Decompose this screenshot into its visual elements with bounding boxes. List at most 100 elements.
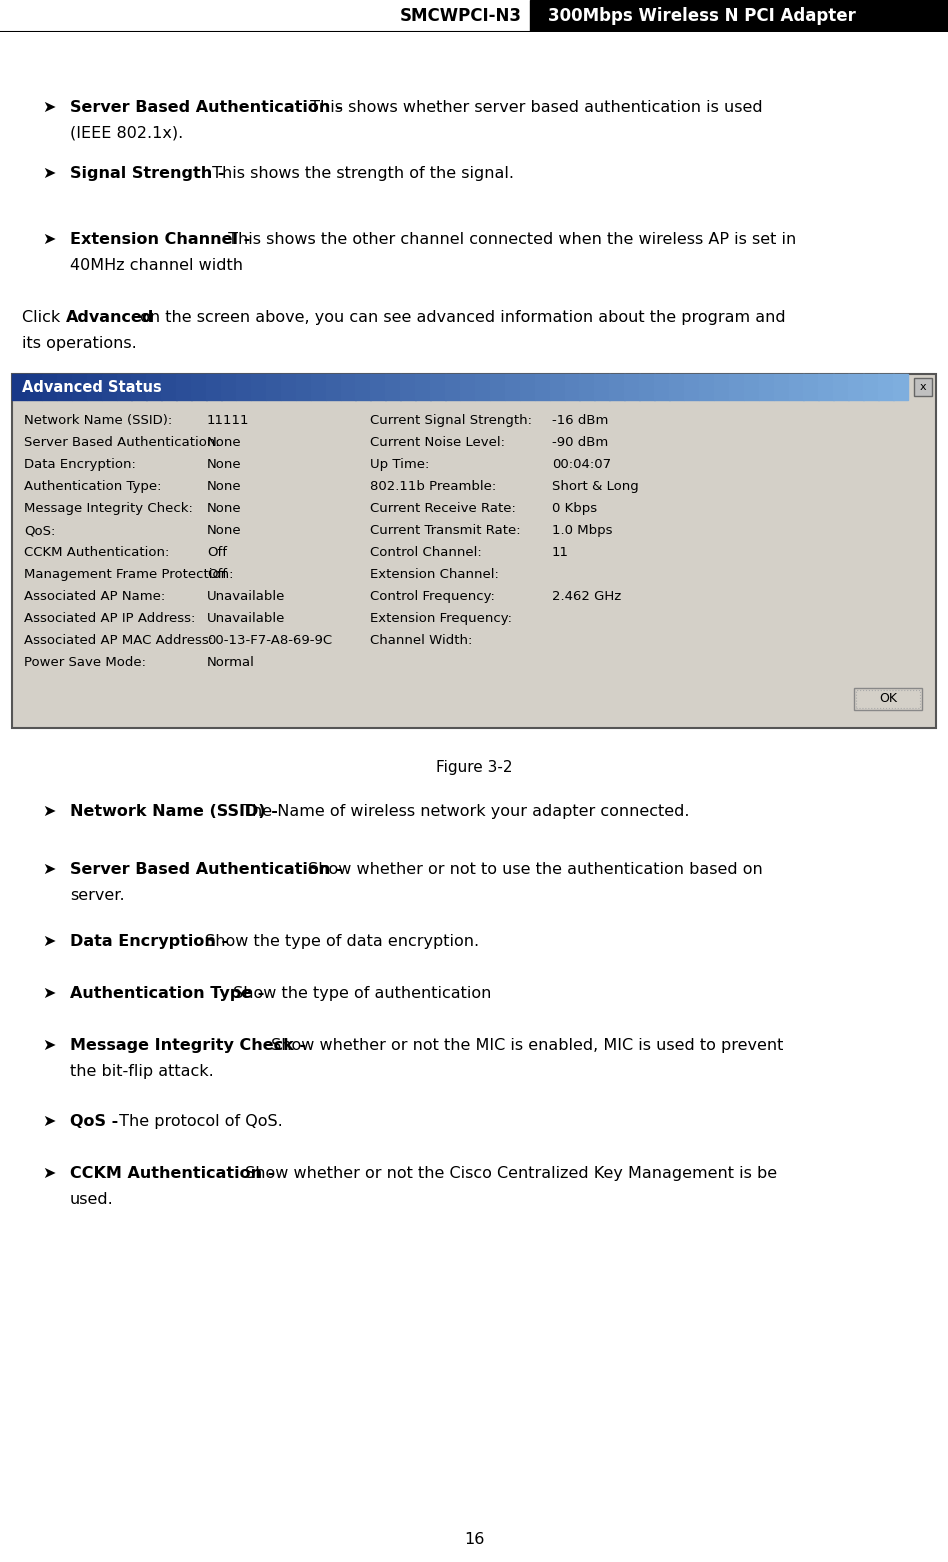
Bar [12, 373, 27, 400]
Text: This shows the other channel connected when the wireless AP is set in: This shows the other channel connected w… [223, 233, 796, 247]
Bar [251, 373, 266, 400]
Bar [12, 373, 936, 728]
Text: Server Based Authentication:: Server Based Authentication: [24, 436, 220, 448]
Text: Server Based Authentication -: Server Based Authentication - [70, 862, 342, 876]
Bar [385, 373, 401, 400]
Bar [893, 373, 908, 400]
Bar [610, 373, 625, 400]
Text: Show whether or not to use the authentication based on: Show whether or not to use the authentic… [303, 862, 763, 876]
Text: This shows whether server based authentication is used: This shows whether server based authenti… [305, 100, 762, 116]
Bar [550, 373, 565, 400]
Bar [72, 373, 87, 400]
Bar [864, 373, 879, 400]
Bar [535, 373, 550, 400]
Text: 00:04:07: 00:04:07 [552, 458, 611, 472]
Text: Off: Off [207, 569, 227, 581]
Text: Show whether or not the Cisco Centralized Key Management is be: Show whether or not the Cisco Centralize… [240, 1165, 777, 1181]
Text: Management Frame Protection:: Management Frame Protection: [24, 569, 233, 581]
Bar [714, 373, 729, 400]
Text: Show whether or not the MIC is enabled, MIC is used to prevent: Show whether or not the MIC is enabled, … [266, 1039, 783, 1053]
Bar [490, 373, 505, 400]
Text: Off: Off [207, 547, 227, 559]
Bar [654, 373, 669, 400]
Text: Unavailable: Unavailable [207, 612, 285, 625]
Text: Associated AP IP Address:: Associated AP IP Address: [24, 612, 195, 625]
Text: Control Frequency:: Control Frequency: [370, 590, 495, 603]
Text: 11111: 11111 [207, 414, 249, 426]
Text: ➤: ➤ [42, 1165, 55, 1181]
Text: None: None [207, 458, 242, 472]
Text: (IEEE 802.1x).: (IEEE 802.1x). [70, 127, 183, 141]
Text: ➤: ➤ [42, 986, 55, 1001]
Text: Current Signal Strength:: Current Signal Strength: [370, 414, 532, 426]
Bar [400, 373, 416, 400]
Text: This shows the strength of the signal.: This shows the strength of the signal. [207, 166, 514, 181]
Bar [669, 373, 684, 400]
Bar [0, 0, 530, 31]
Bar [356, 373, 371, 400]
Bar [504, 373, 520, 400]
Bar [27, 373, 43, 400]
Text: Data Encryption:: Data Encryption: [24, 458, 136, 472]
Text: Extension Channel:: Extension Channel: [370, 569, 499, 581]
Text: Associated AP MAC Address:: Associated AP MAC Address: [24, 634, 213, 647]
Text: Show the type of data encryption.: Show the type of data encryption. [200, 934, 479, 950]
Text: None: None [207, 480, 242, 494]
FancyBboxPatch shape [854, 687, 922, 711]
Text: Advanced: Advanced [66, 309, 155, 325]
Text: None: None [207, 501, 242, 515]
Bar [86, 373, 102, 400]
Bar [804, 373, 819, 400]
Bar [520, 373, 536, 400]
Text: Up Time:: Up Time: [370, 458, 429, 472]
Text: None: None [207, 523, 242, 537]
Text: Message Integrity Check -: Message Integrity Check - [70, 1039, 306, 1053]
Bar [639, 373, 655, 400]
Bar [684, 373, 700, 400]
Text: ➤: ➤ [42, 1039, 55, 1053]
Text: Show the type of authentication: Show the type of authentication [228, 986, 491, 1001]
Bar [564, 373, 580, 400]
Text: Extension Channel -: Extension Channel - [70, 233, 250, 247]
Text: Server Based Authentication -: Server Based Authentication - [70, 100, 342, 116]
Bar [430, 373, 446, 400]
Bar [132, 373, 147, 400]
Bar [818, 373, 834, 400]
Text: Click: Click [22, 309, 65, 325]
Text: 11: 11 [552, 547, 569, 559]
Bar [265, 373, 282, 400]
Text: Figure 3-2: Figure 3-2 [436, 761, 512, 775]
Text: 2.462 GHz: 2.462 GHz [552, 590, 621, 603]
Text: 300Mbps Wireless N PCI Adapter: 300Mbps Wireless N PCI Adapter [548, 6, 856, 25]
Bar [191, 373, 207, 400]
Bar [460, 373, 476, 400]
Text: CCKM Authentication:: CCKM Authentication: [24, 547, 170, 559]
Text: Current Noise Level:: Current Noise Level: [370, 436, 505, 448]
Text: Message Integrity Check:: Message Integrity Check: [24, 501, 192, 515]
Bar [340, 373, 356, 400]
Text: Advanced Status: Advanced Status [22, 380, 162, 395]
Bar [774, 373, 789, 400]
Text: ➤: ➤ [42, 1114, 55, 1129]
Bar [42, 373, 57, 400]
Text: 16: 16 [464, 1532, 484, 1546]
Bar [371, 373, 386, 400]
Bar [475, 373, 490, 400]
Bar [594, 373, 610, 400]
Bar [914, 378, 932, 397]
Bar [878, 373, 894, 400]
Text: -16 dBm: -16 dBm [552, 414, 609, 426]
Text: ➤: ➤ [42, 233, 55, 247]
Text: Short & Long: Short & Long [552, 480, 639, 494]
Text: ➤: ➤ [42, 100, 55, 116]
Text: Signal Strength -: Signal Strength - [70, 166, 225, 181]
Text: -90 dBm: -90 dBm [552, 436, 609, 448]
Bar [699, 373, 715, 400]
Bar [530, 0, 948, 31]
Bar [281, 373, 296, 400]
Text: Normal: Normal [207, 656, 255, 669]
Text: Extension Frequency:: Extension Frequency: [370, 612, 512, 625]
Text: Network Name (SSID) -: Network Name (SSID) - [70, 804, 278, 818]
Text: Authentication Type -: Authentication Type - [70, 986, 264, 1001]
Text: ➤: ➤ [42, 862, 55, 876]
